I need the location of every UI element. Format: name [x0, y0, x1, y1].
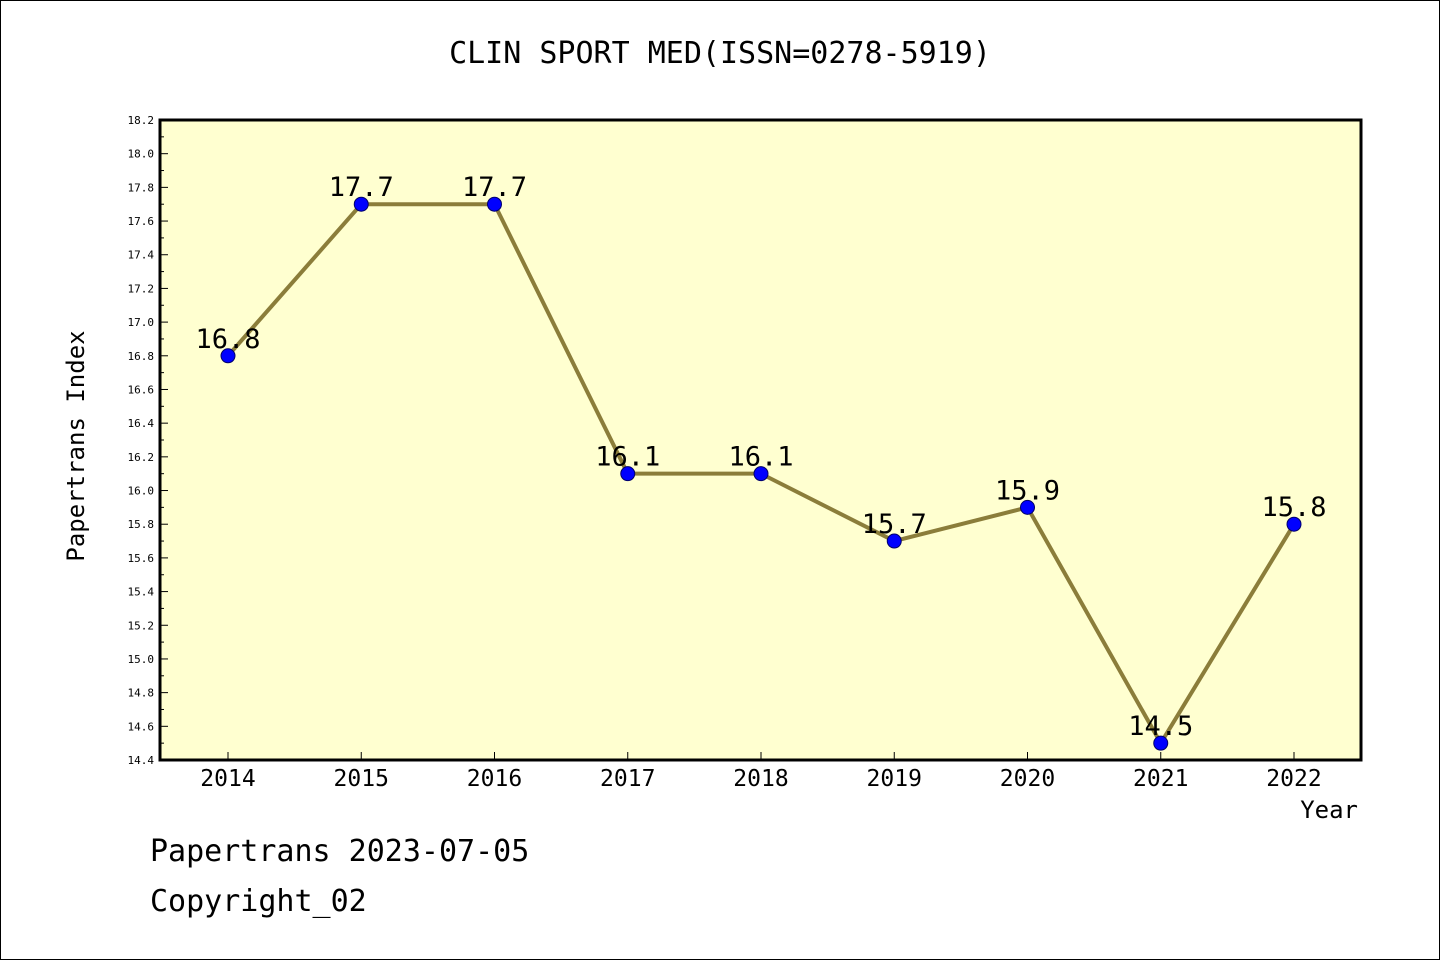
data-point	[1020, 499, 1035, 515]
data-point	[487, 196, 502, 212]
x-tick-label: 2019	[867, 766, 922, 792]
y-tick-label: 17.2	[128, 282, 155, 295]
y-tick-label: 14.8	[128, 687, 155, 700]
x-tick-label: 2014	[200, 766, 255, 792]
data-label: 15.7	[862, 509, 927, 540]
data-label: 17.7	[462, 172, 527, 203]
y-tick-label: 15.0	[128, 653, 155, 666]
x-tick-label: 2017	[600, 766, 655, 792]
data-point	[620, 466, 636, 482]
y-tick-label: 16.2	[128, 451, 155, 464]
data-label: 16.1	[728, 442, 793, 473]
data-label: 15.8	[1261, 492, 1326, 523]
chart-title: CLIN SPORT MED(ISSN=0278-5919)	[449, 36, 991, 71]
y-tick-label: 15.6	[128, 552, 155, 565]
data-label: 14.5	[1128, 711, 1193, 742]
data-point	[1153, 735, 1169, 751]
y-tick-label: 17.8	[128, 181, 155, 194]
data-label: 16.8	[195, 324, 260, 355]
x-tick-label: 2018	[733, 766, 788, 792]
y-tick-label: 14.6	[128, 720, 155, 733]
x-tick-label: 2016	[467, 766, 522, 792]
y-tick-label: 15.8	[128, 518, 155, 531]
x-tick-label: 2015	[334, 766, 389, 792]
y-tick-label: 17.4	[128, 249, 155, 262]
data-point	[220, 348, 236, 364]
y-tick-label: 16.0	[128, 485, 155, 498]
x-tick-label: 2020	[1000, 766, 1055, 792]
y-tick-label: 14.4	[128, 754, 155, 767]
data-label: 15.9	[995, 475, 1060, 506]
plot-area	[160, 120, 1361, 760]
data-label: 16.1	[595, 442, 660, 473]
data-point	[753, 466, 769, 482]
footer-date: Papertrans 2023-07-05	[150, 834, 530, 869]
y-tick-label: 16.8	[128, 350, 155, 363]
x-tick-label: 2022	[1266, 766, 1321, 792]
y-tick-label: 16.4	[128, 417, 155, 430]
data-point	[1286, 516, 1302, 532]
y-tick-label: 18.2	[128, 114, 155, 127]
data-point	[886, 533, 902, 549]
y-tick-label: 16.6	[128, 383, 155, 396]
x-axis-label: Year	[1300, 796, 1358, 824]
plot-border	[158, 118, 1363, 762]
y-tick-label: 18.0	[128, 148, 155, 161]
y-tick-label: 15.2	[128, 619, 155, 632]
x-tick-label: 2021	[1133, 766, 1188, 792]
y-tick-label: 15.4	[128, 586, 155, 599]
y-tick-label: 17.6	[128, 215, 155, 228]
data-point	[353, 196, 369, 212]
data-label: 17.7	[329, 172, 394, 203]
y-axis-label: Papertrans Index	[62, 330, 90, 562]
footer-copyright: Copyright_02	[150, 884, 367, 919]
y-tick-label: 17.0	[128, 316, 155, 329]
